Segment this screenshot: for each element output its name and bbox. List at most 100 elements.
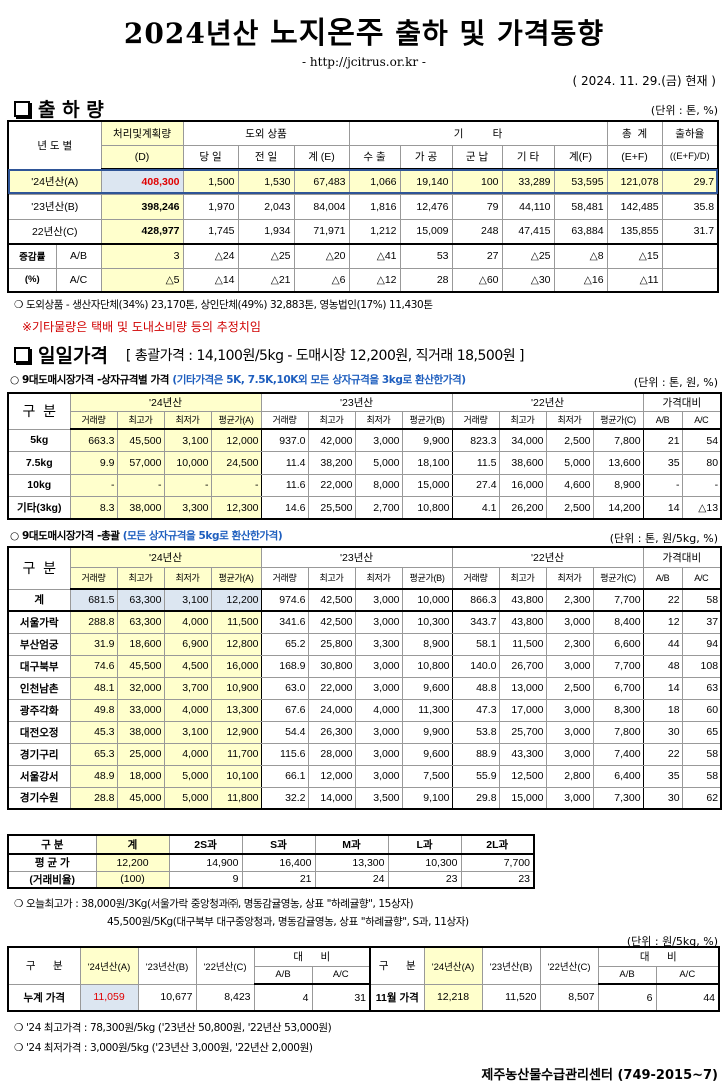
data-row: 5kg 663.3 45,500 3,100 12,000 937.0 42,000 3,00… xyxy=(7,428,722,452)
table-cell: (100) xyxy=(95,870,170,889)
table-cell: 9.9 xyxy=(69,451,118,475)
table-cell: 65.3 xyxy=(69,742,118,766)
table-cell: - xyxy=(210,473,262,497)
table-cell: △24 xyxy=(182,243,239,269)
table-cell: 12,000 xyxy=(210,428,262,452)
table-cell: 53.8 xyxy=(451,720,500,744)
table-cell: 2,700 xyxy=(354,496,403,520)
row-label: 5kg xyxy=(7,428,71,452)
table-cell: 27 xyxy=(451,243,503,269)
table-cell: 7,400 xyxy=(592,742,644,766)
table-cell: 115.6 xyxy=(260,742,309,766)
website-url[interactable]: - http://jcitrus.or.kr - xyxy=(302,55,426,69)
row-label: 증감률 xyxy=(7,243,57,269)
row-label: 10kg xyxy=(7,473,71,497)
table-cell: 26,200 xyxy=(498,496,547,520)
column-header: '22년산(C) xyxy=(539,946,599,985)
table-cell: 10,800 xyxy=(401,496,453,520)
table-cell: 43,800 xyxy=(498,588,547,612)
table-cell: 80 xyxy=(681,451,722,475)
column-header: 거래량 xyxy=(451,566,500,590)
table-cell: 48.1 xyxy=(69,676,118,700)
table-cell: 35 xyxy=(642,764,683,788)
table-cell: 22 xyxy=(642,742,683,766)
column-header: 평균가(A) xyxy=(210,410,262,430)
table-cell: 9,100 xyxy=(401,786,453,810)
header-row: 구 분 '24년산 '23년산 '22년산 가격대비 xyxy=(7,392,722,430)
table-cell: 1,934 xyxy=(237,218,295,245)
table-cell: 6,900 xyxy=(163,632,212,656)
column-header: 최고가 xyxy=(498,566,547,590)
row-label: 기타(3kg) xyxy=(7,496,71,520)
header-row: A/B A/C A/B A/C xyxy=(8,965,720,985)
row-label: 누계 가격 xyxy=(7,983,81,1012)
table-cell: 63,884 xyxy=(553,218,608,245)
table-cell: 10,300 xyxy=(387,853,462,872)
table-cell: 11,500 xyxy=(498,632,547,656)
table-cell: 33,289 xyxy=(501,168,555,195)
table-cell: 18,000 xyxy=(116,764,165,788)
table-cell: 18,600 xyxy=(116,632,165,656)
table-cell: 2,043 xyxy=(237,193,295,220)
column-header: 출하율 xyxy=(661,120,719,146)
by-size-title: ○ 9대도매시장가격 -상자규격별 가격 (기타가격은 5K, 7.5K,10K… xyxy=(10,374,466,386)
by-size-unit: (단위 : 톤, 원, %) xyxy=(633,376,718,389)
table-cell: 32,000 xyxy=(116,676,165,700)
table-cell: 45,500 xyxy=(116,654,165,678)
table-cell: 3,000 xyxy=(545,786,594,810)
row-label: 경기구리 xyxy=(7,742,71,766)
checkbox-square-icon xyxy=(14,100,30,117)
table-cell: 1,745 xyxy=(182,218,239,245)
column-header: 계 xyxy=(95,834,170,855)
data-row: 10kg - - - -11.6 22,000 8,000 15,000 27.4 16,000 4… xyxy=(7,473,722,497)
table-cell: 25,700 xyxy=(498,720,547,744)
table-cell: 2,500 xyxy=(545,428,594,452)
footer-organization: 제주농산물수급관리센터 (749-2015~7) xyxy=(481,1068,718,1083)
table-cell: 12,900 xyxy=(210,720,262,744)
table-cell: 428,977 xyxy=(100,218,184,245)
table-cell: 30 xyxy=(642,786,683,810)
column-header: '23년산 xyxy=(260,392,453,412)
column-header: '22년산 xyxy=(451,546,644,568)
table-cell: 58 xyxy=(681,588,722,612)
table-cell: 11,059 xyxy=(79,983,139,1012)
table-cell: 6 xyxy=(597,983,657,1012)
table-cell: 38,600 xyxy=(498,451,547,475)
table-cell: 8,423 xyxy=(195,983,255,1012)
table-cell: 4,500 xyxy=(163,654,212,678)
table-cell: 13,300 xyxy=(210,698,262,722)
row-label: 22년산(C) xyxy=(7,218,102,245)
header-row: 구 분 '24년산 '23년산 '22년산 가격대비 xyxy=(7,546,722,590)
table-cell: 1,066 xyxy=(348,168,401,195)
table-cell: 6,700 xyxy=(592,676,644,700)
table-cell: 65 xyxy=(681,720,722,744)
header-row: 구 분 계 2S과 S과 M과 L과 2L과 xyxy=(7,834,535,855)
table-cell: 5,000 xyxy=(354,451,403,475)
table-cell: 16,400 xyxy=(241,853,316,872)
table-cell: 48 xyxy=(642,654,683,678)
table-cell: 25,500 xyxy=(307,496,356,520)
page-title: 2024년산 노지온주 출하 및 가격동향 xyxy=(123,16,605,51)
table-cell: 48.9 xyxy=(69,764,118,788)
table-cell: 32.2 xyxy=(260,786,309,810)
table-cell: △12 xyxy=(348,267,401,293)
table-cell: 13,600 xyxy=(592,451,644,475)
column-header: A/B xyxy=(253,965,313,985)
column-header: 평균가(C) xyxy=(592,410,644,430)
table-cell: 3,700 xyxy=(163,676,212,700)
table-cell: 54 xyxy=(681,428,722,452)
row-label: 서울가락 xyxy=(7,610,71,634)
data-row: 22년산(C) 428,977 1,745 1,934 71,971 1,212 15,00… xyxy=(7,218,719,245)
table-cell: 88.9 xyxy=(451,742,500,766)
data-row: 7.5kg 9.9 57,000 10,000 24,500 11.4 38,200 5,00… xyxy=(7,451,722,475)
table-cell: 24 xyxy=(314,870,389,889)
table-cell: 49.8 xyxy=(69,698,118,722)
column-header: 거래량 xyxy=(260,566,309,590)
column-header: 거래량 xyxy=(69,566,118,590)
table-cell: 42,500 xyxy=(307,610,356,634)
table-cell: 25,800 xyxy=(307,632,356,656)
row-label: '24년산(A) xyxy=(7,168,102,195)
table-cell: 24,500 xyxy=(210,451,262,475)
